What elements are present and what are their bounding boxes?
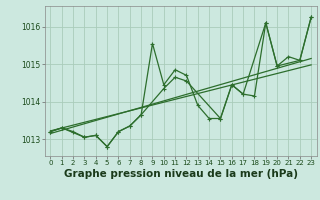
X-axis label: Graphe pression niveau de la mer (hPa): Graphe pression niveau de la mer (hPa) [64, 169, 298, 179]
